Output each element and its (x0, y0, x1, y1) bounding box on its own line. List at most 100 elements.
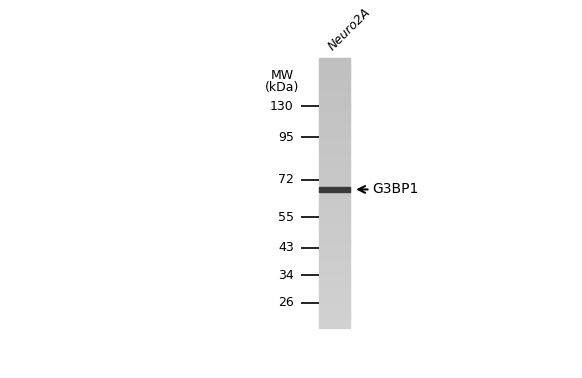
Bar (318, 124, 350, 126)
Bar (318, 218, 350, 220)
Bar (318, 91, 350, 92)
Text: MW: MW (271, 70, 294, 82)
Bar (318, 256, 350, 258)
Bar (318, 295, 350, 297)
Bar (318, 206, 350, 208)
Bar (318, 317, 350, 318)
Text: 26: 26 (278, 296, 294, 310)
Bar (318, 108, 350, 110)
Bar (318, 221, 350, 223)
Bar (318, 115, 350, 116)
Bar (318, 147, 350, 149)
Bar (318, 113, 350, 115)
Text: 95: 95 (278, 130, 294, 144)
Bar (318, 257, 350, 259)
Bar (318, 309, 350, 310)
Bar (318, 141, 350, 142)
Bar (318, 266, 350, 267)
Bar (318, 313, 350, 314)
Bar (318, 178, 350, 180)
Bar (318, 204, 350, 205)
Bar (318, 244, 350, 246)
Bar (318, 151, 350, 153)
Bar (318, 305, 350, 306)
Bar (318, 249, 350, 251)
Bar (318, 283, 350, 285)
Bar (318, 267, 350, 268)
Bar (318, 139, 350, 141)
Bar (318, 223, 350, 224)
Bar (318, 162, 350, 163)
Bar (318, 229, 350, 231)
Bar (318, 149, 350, 150)
Bar (318, 324, 350, 325)
Bar (318, 189, 350, 191)
Bar (318, 298, 350, 299)
Text: G3BP1: G3BP1 (372, 183, 419, 197)
Bar (318, 299, 350, 301)
Bar (318, 211, 350, 212)
Bar (318, 67, 350, 68)
Bar (318, 306, 350, 307)
Bar (318, 69, 350, 71)
Bar (318, 202, 350, 204)
Bar (318, 182, 350, 184)
Bar (318, 155, 350, 157)
Bar (318, 87, 350, 88)
Bar (318, 70, 350, 72)
Bar (318, 111, 350, 112)
Bar (318, 89, 350, 91)
Bar (318, 175, 350, 177)
Bar (318, 213, 350, 215)
Bar (318, 315, 350, 317)
Bar (318, 146, 350, 147)
Bar (318, 212, 350, 213)
Text: 72: 72 (278, 174, 294, 186)
Bar (318, 131, 350, 133)
Bar (318, 302, 350, 304)
Bar (318, 64, 350, 65)
Bar (318, 321, 350, 322)
Bar (318, 231, 350, 232)
Text: 55: 55 (278, 211, 294, 223)
Bar (318, 104, 350, 105)
Bar (318, 310, 350, 311)
Bar (318, 237, 350, 239)
Bar (318, 105, 350, 107)
Bar (318, 127, 350, 129)
Bar (318, 236, 350, 237)
Bar (318, 166, 350, 167)
Bar (318, 174, 350, 175)
Bar (318, 252, 350, 254)
Bar (318, 197, 350, 198)
Bar (318, 99, 350, 100)
Bar (318, 88, 350, 90)
Bar (318, 214, 350, 216)
Bar (318, 200, 350, 201)
Bar (318, 245, 350, 247)
Bar (318, 186, 350, 188)
Bar (318, 173, 350, 174)
Bar (318, 263, 350, 265)
Bar (318, 242, 350, 243)
Bar (318, 119, 350, 120)
Bar (318, 93, 350, 95)
Text: (kDa): (kDa) (265, 81, 300, 94)
Bar (318, 248, 350, 249)
Bar (318, 275, 350, 277)
Bar (318, 290, 350, 291)
Bar (318, 181, 350, 182)
Bar (318, 130, 350, 131)
Bar (318, 228, 350, 229)
Bar (318, 110, 350, 111)
Bar (318, 270, 350, 271)
Bar (318, 73, 350, 74)
Bar (318, 303, 350, 305)
Bar (318, 282, 350, 283)
Bar (318, 72, 350, 73)
Bar (318, 170, 350, 172)
Bar (318, 260, 350, 262)
Text: 34: 34 (278, 269, 294, 282)
Bar (318, 274, 350, 275)
Bar (318, 273, 350, 274)
